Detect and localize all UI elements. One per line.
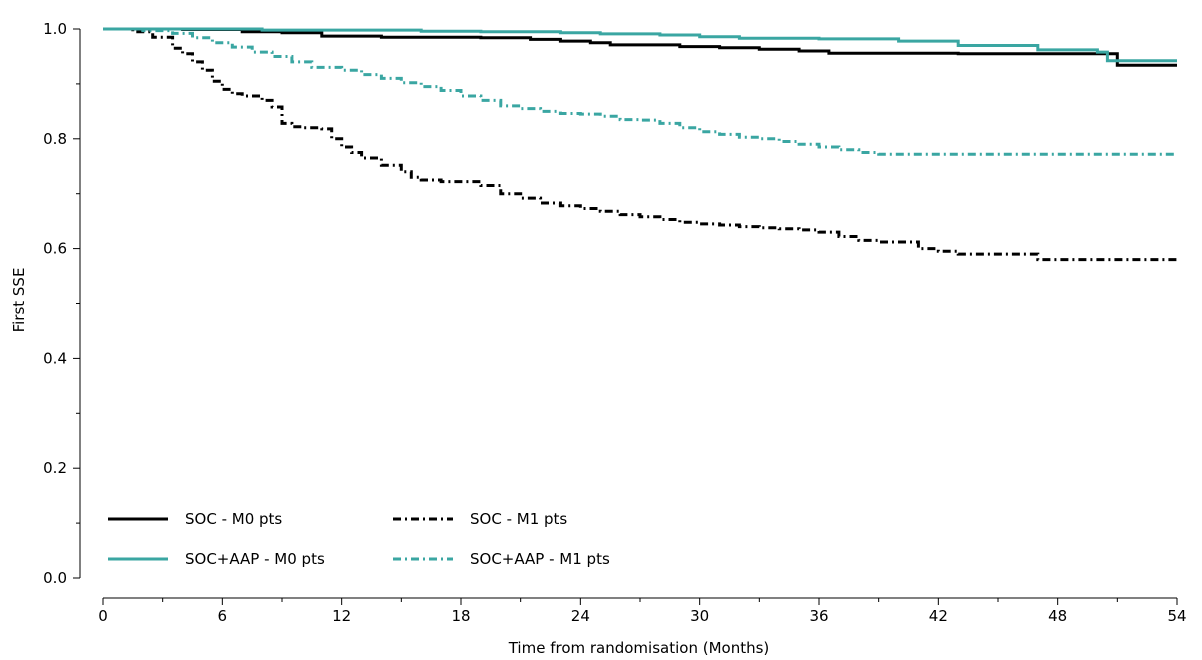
y-tick-label: 0.2 bbox=[43, 459, 67, 477]
series-line-soc-m1-pts bbox=[103, 27, 1177, 262]
y-axis-title: First SSE bbox=[10, 268, 28, 333]
legend-label: SOC+AAP - M0 pts bbox=[185, 550, 325, 568]
x-tick-label: 6 bbox=[218, 607, 228, 625]
x-tick-label: 54 bbox=[1167, 607, 1186, 625]
legend-label: SOC - M0 pts bbox=[185, 510, 282, 528]
series-line-soc-aap-m0-pts bbox=[103, 27, 1177, 63]
x-tick-label: 18 bbox=[451, 607, 470, 625]
y-tick-label: 0.4 bbox=[43, 349, 67, 367]
y-tick-label: 0.8 bbox=[43, 130, 67, 148]
series-line-soc-aap-m1-pts bbox=[103, 27, 1177, 156]
plot-lines bbox=[103, 27, 1177, 262]
x-tick-label: 42 bbox=[929, 607, 948, 625]
x-tick-label: 24 bbox=[571, 607, 590, 625]
x-tick-label: 12 bbox=[332, 607, 351, 625]
x-tick-label: 48 bbox=[1048, 607, 1067, 625]
x-tick-label: 0 bbox=[98, 607, 108, 625]
x-axis-title: Time from randomisation (Months) bbox=[508, 639, 770, 657]
y-tick-label: 0.6 bbox=[43, 240, 67, 258]
x-tick-label: 36 bbox=[809, 607, 828, 625]
legend-label: SOC - M1 pts bbox=[470, 510, 567, 528]
series-line-soc-m0-pts bbox=[103, 27, 1177, 67]
axes: 0.0 0.2 0.4 0.6 0.8 1.0 0 6 12 18 24 30 36 42 48 54 bbox=[43, 20, 1186, 625]
x-tick-label: 30 bbox=[690, 607, 709, 625]
legend: SOC - M0 pts SOC - M1 pts SOC+AAP - M0 pts… bbox=[108, 510, 610, 568]
y-tick-label: 0.0 bbox=[43, 569, 67, 587]
y-tick-label: 1.0 bbox=[43, 20, 67, 38]
legend-label: SOC+AAP - M1 pts bbox=[470, 550, 610, 568]
